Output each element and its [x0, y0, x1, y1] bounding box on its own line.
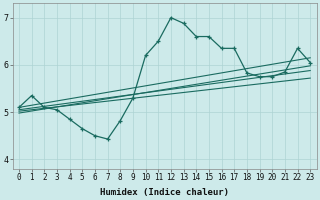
X-axis label: Humidex (Indice chaleur): Humidex (Indice chaleur)	[100, 188, 229, 197]
